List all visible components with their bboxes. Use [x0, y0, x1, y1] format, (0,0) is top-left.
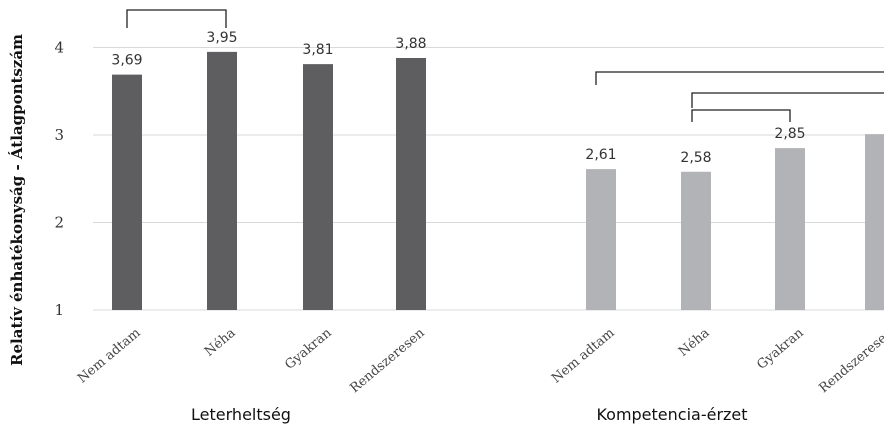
category-label: Néha [676, 325, 713, 359]
category-label: Nem adtam [549, 326, 618, 387]
significance-bracket [126, 9, 227, 28]
data-label: 3,88 [395, 36, 426, 52]
category-label: Gyakran [754, 325, 807, 373]
y-tick-label: 3 [54, 126, 64, 144]
data-label: 2,61 [585, 147, 616, 163]
significance-bracket [691, 109, 791, 122]
category-label: Rendszeresen [816, 325, 884, 396]
significance-bracket [691, 92, 884, 108]
bar [775, 148, 805, 310]
bar [865, 134, 884, 310]
data-label: 3,95 [206, 30, 237, 46]
bar [586, 169, 616, 310]
y-tick-label: 4 [54, 39, 64, 57]
bar [112, 74, 142, 310]
significance-bracket [595, 71, 884, 85]
category-label: Gyakran [282, 325, 335, 373]
bar [207, 51, 237, 310]
y-tick-label: 1 [54, 301, 64, 319]
data-label: 2,58 [680, 150, 711, 166]
bar [681, 171, 711, 310]
data-label: 3,81 [302, 42, 333, 58]
category-label: Néha [202, 325, 239, 359]
group-label: Kompetencia-érzet [596, 405, 747, 424]
y-axis-label: Relatív énhatékonyság - Átlagpontszám [8, 34, 26, 366]
data-label: 2,85 [774, 126, 805, 142]
category-label: Nem adtam [75, 326, 144, 387]
category-label: Rendszeresen [347, 325, 428, 396]
group-label: Leterheltség [191, 405, 291, 424]
bar [396, 58, 426, 310]
bar [303, 64, 333, 310]
data-label: 3,69 [111, 53, 142, 69]
y-tick-label: 2 [54, 214, 64, 232]
